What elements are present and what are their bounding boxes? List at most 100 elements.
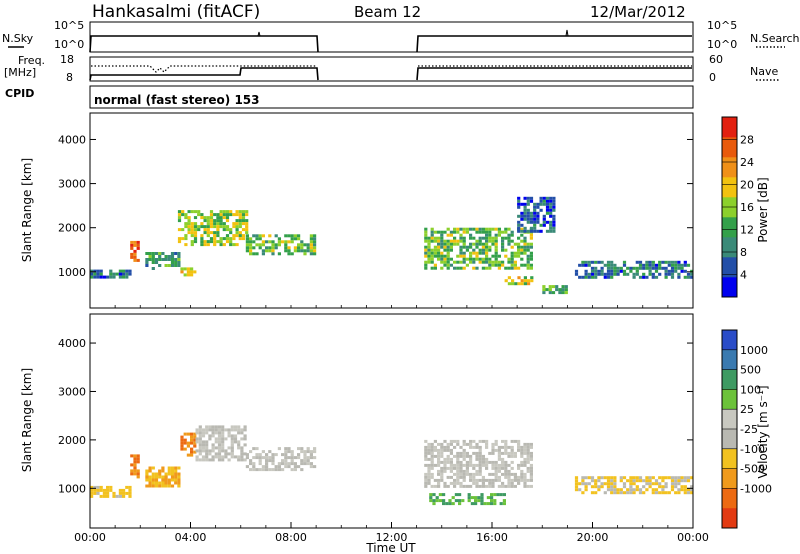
scatter-cell [102,494,106,498]
scatter-cell [645,476,649,480]
scatter-cell [590,272,595,276]
scatter-cell [485,266,489,270]
scatter-cell [145,475,149,479]
y-tick-label: 4000 [58,133,86,146]
scatter-cell [271,456,275,460]
scatter-cell [481,260,485,264]
scatter-cell [475,484,479,488]
scatter-cell [469,260,473,264]
scatter-cell [238,219,242,223]
scatter-cell [261,240,265,244]
scatter-cell [661,488,665,492]
scatter-cell [209,237,214,241]
scatter-cell [221,455,225,459]
scatter-cell [477,496,481,500]
scatter-cell [456,227,460,231]
scatter-cell [284,234,288,238]
scatter-cell [606,488,611,492]
scatter-cell [529,263,533,267]
scatter-cell [174,252,178,255]
scatter-cell [642,263,646,267]
scatter-cell [619,488,623,492]
scatter-cell [552,202,556,206]
scatter-cell [486,496,490,500]
scatter-cell [313,456,317,460]
scatter-cell [510,451,514,455]
scatter-cell [211,428,215,432]
scatter-cell [472,478,476,482]
scatter-cell [497,451,501,455]
scatter-cell [493,493,497,497]
scatter-cell [462,242,466,246]
scatter-cell [494,469,498,473]
scatter-cell [584,269,588,273]
scatter-cell [122,491,126,495]
scatter-cell [219,222,223,226]
scatter-cell [427,478,431,482]
colorbar-segment [722,257,737,278]
scatter-cell [472,451,476,455]
scatter-cell [229,240,233,244]
scatter-cell [680,479,684,483]
scatter-cell [112,491,116,495]
scatter-cell [170,466,175,470]
scatter-cell [497,227,501,231]
scatter-cell [574,485,579,489]
scatter-cell [190,225,194,229]
scatter-cell [313,447,317,451]
scatter-cell [502,499,506,503]
scatter-cell [309,249,313,253]
scatter-cell [661,266,665,270]
scatter-cell [648,266,652,270]
scatter-cell [190,435,194,439]
scatter-cell [245,465,249,469]
scatter-cell [255,468,259,472]
velocity-colorbar-label: Velocity [m s⁻¹] [756,385,770,478]
scatter-cell [472,266,476,270]
scatter-cell [193,234,198,238]
scatter-cell [501,460,505,464]
scatter-cell [651,482,655,486]
scatter-cell [475,454,479,458]
scatter-cell [96,275,100,279]
scatter-cell [491,460,495,464]
scatter-cell [459,245,463,249]
scatter-cell [437,469,441,473]
scatter-cell [90,488,94,492]
scatter-cell [245,453,249,457]
scatter-cell [462,439,466,443]
scatter-cell [424,227,428,231]
scatter-cell [517,202,521,206]
scatter-cell [449,451,453,455]
scatter-cell [427,236,431,240]
scatter-cell [459,233,463,237]
scatter-cell [456,254,460,258]
scatter-cell [510,230,514,234]
nave-label: Nave [750,65,778,78]
scatter-cell [170,478,175,482]
scatter-cell [462,475,466,479]
scatter-cell [148,466,152,470]
scatter-cell [654,266,659,270]
scatter-cell [277,240,281,244]
scatter-cell [427,257,431,261]
freq-unit-label: [MHz] [4,66,36,79]
scatter-cell [446,460,450,464]
scatter-cell [300,249,304,253]
scatter-cell [297,234,301,238]
scatter-cell [478,260,482,264]
scatter-cell [424,251,428,255]
scatter-cell [255,252,259,256]
scatter-cell [443,248,447,252]
scatter-cell [174,469,178,473]
scatter-cell [271,240,275,244]
scatter-cell [504,475,508,479]
scatter-cell [481,454,485,458]
scatter-cell [526,460,530,464]
scatter-cell [520,233,524,237]
scatter-cell [472,472,476,476]
scatter-cell [497,230,501,234]
scatter-cell [177,484,181,488]
scatter-cell [225,228,230,232]
